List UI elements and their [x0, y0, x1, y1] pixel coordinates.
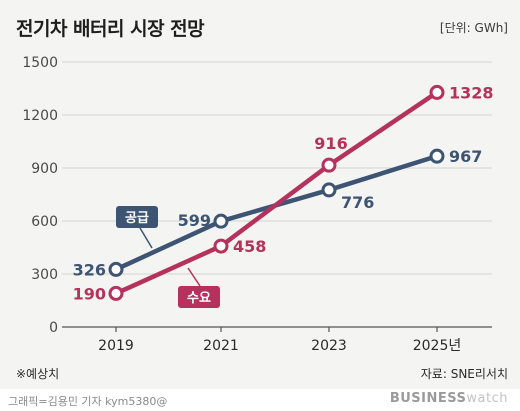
- data-label-supply: 599: [178, 211, 211, 230]
- legend-tag-demand-bg: [178, 286, 220, 308]
- data-point-supply: [213, 213, 229, 229]
- y-tick-label: 1500: [22, 55, 58, 71]
- legend-tag-supply-label: 공급: [125, 211, 149, 226]
- data-point-demand: [321, 157, 337, 173]
- data-label-demand: 458: [233, 237, 266, 256]
- data-point-demand: [429, 84, 445, 100]
- data-label-supply: 776: [341, 193, 374, 212]
- footer-bar: 그래픽=김용민 기자 kym5380@ BUSINESSwatch: [0, 389, 520, 411]
- unit-label: [단위: GWh]: [439, 21, 508, 35]
- data-point-supply: [108, 261, 124, 277]
- legend-tag-supply-bg: [116, 206, 158, 228]
- y-tick-label: 1200: [22, 108, 58, 124]
- legend-tag-demand-label: 수요: [187, 291, 211, 306]
- x-tick-label: 2025년: [413, 338, 462, 354]
- legend-tag-supply-leader: [139, 227, 153, 249]
- data-label-demand: 916: [314, 134, 347, 153]
- x-tick-label: 2023: [311, 338, 347, 354]
- data-label-demand: 190: [73, 284, 106, 303]
- data-point-demand: [108, 285, 124, 301]
- chart-title: 전기차 배터리 시장 전망: [16, 18, 205, 40]
- series-line-supply: [115, 154, 438, 272]
- y-tick-label: 300: [31, 267, 58, 283]
- data-label-supply: 967: [449, 147, 482, 166]
- data-label-demand: 1328: [449, 83, 494, 102]
- x-tick-label: 2021: [203, 338, 239, 354]
- brand-logo: BUSINESSwatch: [389, 391, 508, 406]
- data-point-demand: [213, 238, 229, 254]
- y-tick-label: 0: [49, 320, 58, 336]
- footnote: ※예상치: [16, 367, 60, 381]
- data-label-supply: 326: [73, 260, 106, 279]
- series-line-demand: [115, 90, 439, 296]
- credit-label: 그래픽=김용민 기자 kym5380@: [8, 395, 168, 408]
- y-tick-label: 900: [31, 161, 58, 177]
- source-label: 자료: SNE리서치: [420, 367, 508, 381]
- y-tick-label: 600: [31, 214, 58, 230]
- data-point-supply: [321, 182, 337, 198]
- legend-tag-demand-leader: [187, 267, 201, 287]
- x-tick-label: 2019: [98, 338, 134, 354]
- data-point-supply: [429, 148, 445, 164]
